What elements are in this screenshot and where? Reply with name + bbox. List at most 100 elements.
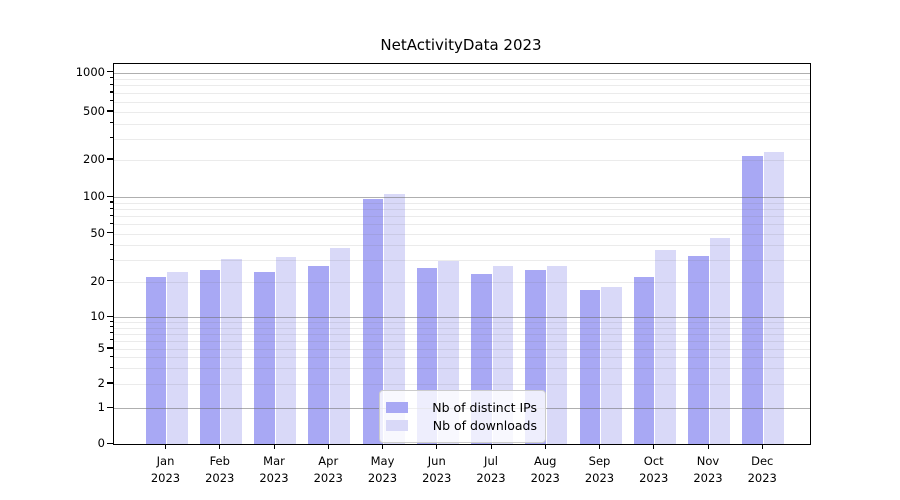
y-minor-tick-mark-70 [110,214,113,216]
y-tick-label-200: 200 [83,151,105,166]
x-tick-year: 2023 [693,471,723,485]
gridline-minor-3 [114,368,810,370]
x-tick-month: Apr [318,454,339,468]
y-tick-mark-2 [107,382,113,384]
x-tick-label-jun: Jun 2023 [405,453,469,487]
gridline-minor-4 [114,357,810,359]
gridline-minor-5 [114,348,810,350]
gridline-minor-800 [114,85,810,87]
y-tick-mark-0 [107,442,113,444]
y-tick-label-0: 0 [97,436,105,450]
chart-title: NetActivityData 2023 [380,36,542,54]
y-minor-tick-mark-4 [110,355,113,358]
x-tick-month: Jun [427,454,446,468]
bar-apr-downloads [329,248,351,444]
y-minor-tick-mark-90 [110,201,113,203]
bar-aug-downloads [546,266,568,444]
gridline-minor-80 [114,209,810,211]
gridline-minor-600 [114,101,810,103]
gridline-minor-40 [114,245,810,247]
x-tick-month: Sep [588,454,611,468]
y-minor-tick-mark-40 [110,243,113,246]
y-minor-tick-mark-30 [110,258,113,261]
x-tick-month: Jul [484,454,498,468]
y-tick-label-50: 50 [90,225,105,240]
legend-entry-distinct-ips: Nb of distinct IPs [386,399,537,416]
grid-layer [114,64,810,444]
x-tick-year: 2023 [205,471,235,485]
y-tick-mark-500 [107,110,113,112]
gridline-minor-20 [114,281,810,283]
gridline-minor-400 [114,123,810,125]
bar-mar-distinct-ips [254,272,275,444]
y-tick-mark-200 [107,158,113,160]
y-minor-tick-mark-800 [110,83,113,86]
gridline-minor-30 [114,260,810,262]
x-tick-mark-aug [544,444,546,449]
y-minor-tick-mark-9 [110,320,113,322]
x-tick-label-dec: Dec 2023 [730,453,794,487]
x-tick-mark-jul [490,444,492,449]
bar-feb-downloads [221,258,242,444]
x-tick-mark-mar [273,444,275,449]
legend-label-distinct-ips: Nb of distinct IPs [432,400,537,415]
x-tick-mark-may [382,444,384,449]
gridline-major-10 [114,317,810,319]
legend-swatch-downloads [386,420,408,431]
y-tick-mark-20 [107,280,113,282]
gridline-minor-500 [114,111,810,113]
y-tick-mark-1000 [107,71,113,73]
y-minor-tick-mark-600 [110,100,113,102]
x-tick-label-sep: Sep 2023 [568,453,632,487]
gridline-minor-8 [114,327,810,329]
y-tick-label-2: 2 [97,375,105,390]
gridline-minor-6 [114,340,810,342]
gridline-minor-90 [114,202,810,204]
legend-swatch-distinct-ips [386,402,408,413]
x-tick-year: 2023 [639,471,669,485]
x-tick-year: 2023 [584,471,615,485]
x-tick-month: Jan [156,454,175,468]
gridline-minor-300 [114,138,810,140]
legend: Nb of distinct IPs Nb of downloads [379,390,546,443]
x-tick-mark-jan [165,444,167,449]
y-tick-label-5: 5 [97,340,105,355]
x-tick-year: 2023 [747,471,777,485]
x-tick-month: May [370,454,395,468]
y-tick-mark-100 [107,195,113,198]
gridline-minor-7 [114,333,810,335]
x-tick-mark-nov [707,444,709,449]
bar-may-distinct-ips [362,198,383,444]
x-tick-year: 2023 [313,471,343,485]
x-tick-mark-dec [761,444,763,449]
bar-sep-distinct-ips [579,290,600,444]
x-tick-year: 2023 [476,471,506,485]
bar-sep-downloads [601,287,622,444]
x-tick-year: 2023 [367,471,398,485]
y-minor-tick-mark-80 [110,207,113,209]
x-tick-mark-apr [327,444,329,449]
x-tick-mark-feb [219,444,221,449]
x-tick-year: 2023 [259,471,289,485]
bar-may-downloads [384,193,405,444]
x-tick-year: 2023 [422,471,452,485]
bar-apr-distinct-ips [308,266,329,444]
x-tick-label-jan: Jan 2023 [134,453,198,487]
y-tick-label-20: 20 [90,273,105,288]
y-minor-tick-mark-700 [110,91,113,93]
x-tick-label-oct: Oct 2023 [622,453,686,487]
gridline-minor-200 [114,159,810,161]
x-tick-mark-sep [599,444,601,449]
y-minor-tick-mark-300 [110,137,113,139]
gridline-minor-60 [114,224,810,226]
x-tick-label-jul: Jul 2023 [459,453,523,487]
gridline-major-1000 [114,72,810,74]
gridline-minor-2 [114,383,810,385]
y-tick-label-500: 500 [83,103,105,118]
y-tick-label-1000: 1000 [75,64,105,79]
x-tick-label-nov: Nov 2023 [676,453,740,487]
x-tick-month: Dec [751,454,774,468]
x-tick-label-feb: Feb 2023 [188,453,252,487]
y-minor-tick-mark-6 [110,339,113,341]
